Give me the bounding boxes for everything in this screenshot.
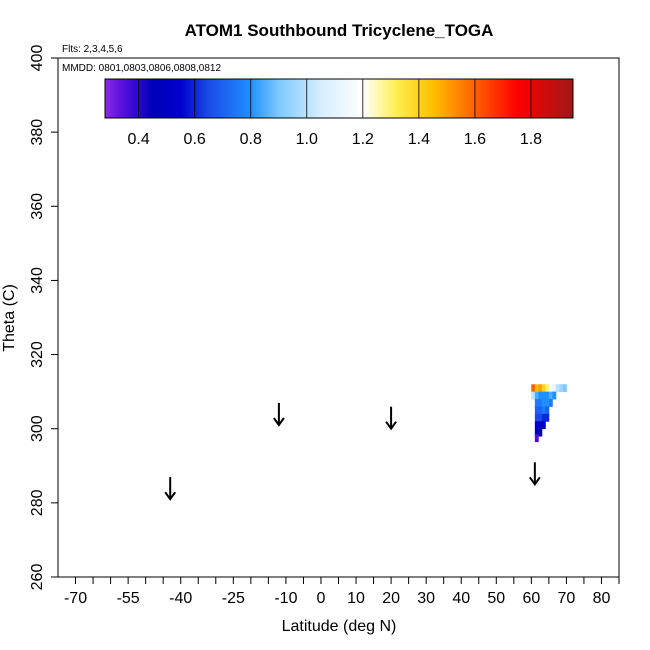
colorbar-ramp — [104, 78, 574, 119]
y-tick-label: 280 — [29, 489, 46, 516]
colorbar-tick-label: 0.4 — [128, 131, 150, 148]
y-tick-label: 400 — [29, 45, 46, 72]
heatmap-cell — [534, 428, 539, 437]
x-axis-label: Latitude (deg N) — [282, 618, 397, 635]
heatmap-cell — [534, 434, 539, 443]
dates-note: MMDD: 0801,0803,0806,0808,0812 — [62, 63, 221, 74]
heatmap-cell — [534, 413, 539, 422]
x-tick-label: 20 — [382, 590, 400, 607]
heatmap-cell — [545, 399, 550, 407]
y-axis-label: Theta (C) — [1, 284, 18, 352]
colorbar-tick-label: 0.6 — [184, 131, 206, 148]
colorbar-tick-label: 1.2 — [352, 131, 374, 148]
colorbar-tick-label: 0.8 — [240, 131, 262, 148]
axes: -70 -55 -40 -25 -10 0 10 20 30 40 50 60 70 80 260 280 30… — [29, 45, 620, 607]
heatmap-cell — [534, 399, 539, 407]
x-tick-label: -55 — [117, 590, 140, 607]
heatmap-cell — [541, 406, 546, 415]
chart-title: ATOM1 Southbound Tricyclene_TOGA — [185, 21, 494, 40]
x-tick-label: 70 — [558, 590, 576, 607]
heatmap-cell — [531, 391, 536, 400]
heatmap-cell — [545, 391, 550, 400]
flights-note: Flts: 2,3,4,5,6 — [62, 44, 123, 55]
colorbar-tick-label: 1.6 — [464, 131, 486, 148]
heatmap-cell — [538, 384, 543, 393]
heatmap-cell — [538, 406, 543, 415]
flight-arrow — [164, 477, 177, 501]
x-tick-label: 10 — [347, 590, 365, 607]
heatmap-cell — [541, 421, 546, 430]
heatmap-cells — [531, 384, 567, 443]
heatmap-cell — [538, 413, 543, 422]
y-tick-label: 300 — [29, 415, 46, 442]
x-tick-label: 50 — [487, 590, 505, 607]
x-tick-label: -40 — [169, 590, 192, 607]
colorbar-tick-label: 1.4 — [408, 131, 430, 148]
flight-arrow-head — [385, 421, 397, 431]
plot-frame — [57, 57, 620, 578]
heatmap-cell — [541, 413, 546, 422]
colorbar-tick-label: 1.0 — [296, 131, 318, 148]
heatmap-cell — [555, 384, 560, 393]
x-tick-label: 80 — [593, 590, 611, 607]
y-tick-label: 340 — [29, 267, 46, 294]
heatmap-cell — [541, 399, 546, 407]
heatmap-cell — [534, 406, 539, 415]
x-tick-label: 0 — [317, 590, 326, 607]
heatmap-cell — [541, 391, 546, 400]
flight-arrow — [529, 462, 541, 487]
heatmap-cell — [538, 421, 543, 430]
y-tick-label: 360 — [29, 193, 46, 220]
heatmap-cell — [552, 391, 557, 400]
x-tick-label: -25 — [222, 590, 245, 607]
heatmap-cell — [538, 399, 543, 407]
flight-arrow — [385, 406, 397, 431]
x-tick-label: 40 — [452, 590, 470, 607]
y-tick-label: 260 — [29, 564, 46, 591]
heatmap-cell — [562, 384, 567, 393]
heatmap-cell — [538, 391, 543, 400]
heatmap-cell — [559, 384, 564, 393]
heatmap-cell — [545, 413, 550, 422]
x-tick-label: -10 — [274, 590, 297, 607]
flight-arrow — [273, 403, 285, 427]
colorbar: 0.4 0.6 0.8 1.0 1.2 1.4 1.6 1.8 — [104, 78, 574, 148]
colorbar-tick-label: 1.8 — [520, 131, 542, 148]
heatmap-cell — [552, 384, 557, 393]
heatmap-cell — [534, 384, 539, 393]
heatmap-cell — [545, 406, 550, 415]
flight-arrow-head — [529, 476, 541, 487]
x-tick-label: 60 — [522, 590, 540, 607]
heatmap-cell — [534, 421, 539, 430]
heatmap-cell — [548, 391, 553, 400]
heatmap-cell — [545, 384, 550, 393]
heatmap-cell — [548, 384, 553, 393]
y-tick-label: 380 — [29, 119, 46, 146]
x-tick-label: -70 — [64, 590, 87, 607]
x-tick-label: 30 — [417, 590, 435, 607]
flight-arrow-head — [273, 417, 285, 427]
heatmap-cell — [538, 428, 543, 437]
y-tick-label: 320 — [29, 341, 46, 368]
flight-arrows — [164, 403, 541, 501]
heatmap-cell — [534, 391, 539, 400]
heatmap-cell — [548, 399, 553, 407]
heatmap-cell — [531, 384, 536, 393]
heatmap-cell — [541, 384, 546, 393]
flight-arrow-head — [164, 491, 177, 501]
